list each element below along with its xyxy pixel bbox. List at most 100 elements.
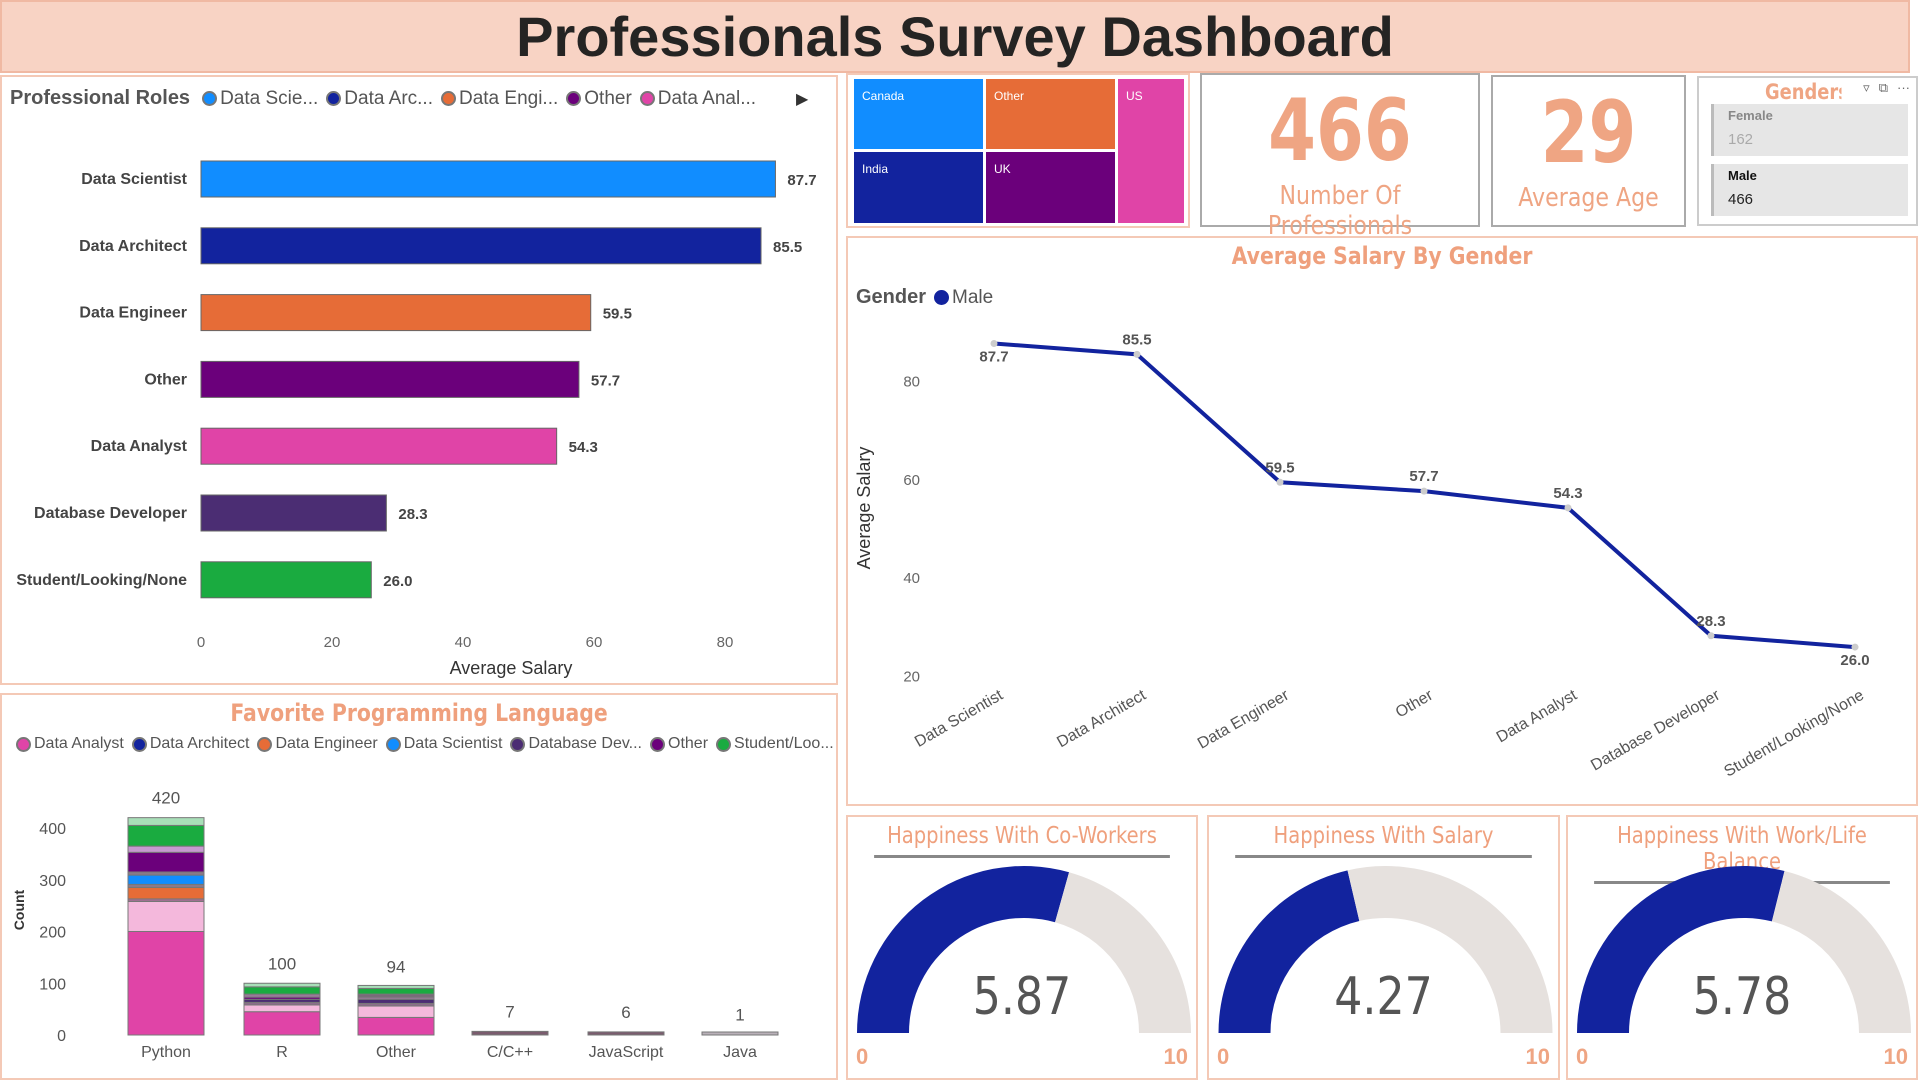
gauge-max: 10: [1163, 1044, 1188, 1069]
y-tick-label: 60: [903, 472, 920, 489]
slicer-item-male[interactable]: Male 466: [1711, 164, 1908, 216]
gauge-arc: [1577, 866, 1911, 1033]
more-options-icon[interactable]: ···: [1897, 80, 1910, 95]
y-tick-label: 400: [39, 821, 66, 838]
gauge-value: 5.87: [972, 967, 1072, 1027]
total-label: 7: [505, 1002, 514, 1021]
language-legend-item[interactable]: Database Dev...: [528, 735, 642, 752]
bar-segment[interactable]: [127, 931, 205, 1036]
x-axis-title: Average Salary: [450, 658, 573, 678]
slicer-item-female[interactable]: Female 162: [1711, 104, 1908, 156]
bar[interactable]: [200, 494, 387, 532]
language-legend-item[interactable]: Data Engineer: [275, 735, 378, 752]
bar[interactable]: [200, 561, 372, 599]
slicer-item-value: 162: [1728, 131, 1754, 148]
bar-segment[interactable]: [243, 982, 321, 988]
focus-mode-icon[interactable]: ⧉: [1878, 80, 1888, 95]
x-tick-label: 60: [586, 634, 603, 651]
data-label: 54.3: [1553, 485, 1582, 502]
bar-segment[interactable]: [127, 887, 205, 900]
roles-legend-item[interactable]: Other: [584, 87, 632, 109]
data-label: 59.5: [1265, 459, 1294, 476]
total-label: 6: [621, 1003, 630, 1022]
gauge-panel: Happiness With Work/Life Balance 5.78 0 10: [1566, 815, 1918, 1080]
bar-segment[interactable]: [243, 1011, 321, 1036]
category-label: Data Architect: [79, 238, 188, 255]
legend-dot: [131, 736, 147, 752]
data-label: 54.3: [569, 439, 598, 456]
language-legend-item[interactable]: Data Analyst: [34, 735, 124, 752]
roles-legend-item[interactable]: Data Engi...: [458, 87, 559, 109]
average-age-card: 29 Average Age: [1491, 75, 1686, 227]
bar-segment[interactable]: [357, 1016, 435, 1036]
data-point[interactable]: [1420, 487, 1428, 495]
bar-segment[interactable]: [357, 1005, 435, 1018]
bar-segment[interactable]: [127, 900, 205, 932]
roles-legend: Professional Roles Data Scie... Data Arc.…: [10, 87, 808, 110]
bar[interactable]: [200, 160, 776, 198]
gauge-track: [1347, 866, 1553, 1033]
legend-next-icon[interactable]: ▶: [796, 90, 809, 108]
legend-dot: [440, 91, 456, 106]
language-legend-item[interactable]: Other: [668, 735, 709, 752]
y-tick-label: 20: [903, 669, 920, 686]
data-point[interactable]: [1707, 632, 1715, 640]
bar-segment[interactable]: [127, 845, 205, 853]
bar-segment[interactable]: [127, 824, 205, 847]
data-point[interactable]: [1564, 504, 1572, 512]
gauge-value: 4.27: [1334, 967, 1433, 1027]
bar[interactable]: [200, 427, 558, 465]
data-point[interactable]: [1133, 350, 1141, 358]
x-category-label: R: [276, 1044, 288, 1061]
bar-segment[interactable]: [243, 1004, 321, 1013]
roles-legend-item[interactable]: Data Scie...: [220, 87, 319, 109]
legend-dot: [257, 736, 273, 752]
bar[interactable]: [200, 227, 762, 265]
treemap-tile-us[interactable]: US: [1118, 79, 1184, 223]
gauge-panel: Happiness With Co-Workers 5.87 0 10: [846, 815, 1198, 1080]
language-legend-item[interactable]: Student/Loo...: [734, 735, 834, 752]
data-point[interactable]: [990, 340, 998, 348]
slicer-item-value: 466: [1728, 191, 1754, 208]
dashboard-title-bar: Professionals Survey Dashboard: [0, 0, 1910, 73]
gauge-min: 0: [856, 1044, 869, 1069]
roles-legend-item[interactable]: Data Arc...: [344, 87, 433, 109]
y-tick-label: 40: [903, 570, 920, 587]
legend-dot: [510, 736, 526, 752]
treemap-tile-other[interactable]: Other: [986, 79, 1115, 149]
bar-segment[interactable]: [587, 1031, 665, 1036]
language-chart-title: Favorite Programming Language: [230, 699, 608, 727]
language-legend-item[interactable]: Data Architect: [149, 735, 250, 752]
country-treemap: Canada Other US India UK: [846, 73, 1190, 228]
treemap-tile-canada[interactable]: Canada: [854, 79, 983, 149]
bar[interactable]: [200, 360, 580, 398]
y-tick-label: 200: [39, 925, 66, 942]
data-point[interactable]: [1276, 478, 1284, 486]
x-category-label: Other: [376, 1044, 417, 1061]
bar-segment[interactable]: [471, 1030, 549, 1036]
bar-segment[interactable]: [357, 987, 435, 995]
data-label: 28.3: [398, 506, 427, 523]
roles-legend-item[interactable]: Data Anal...: [657, 87, 757, 109]
average-age-value: 29: [1540, 83, 1637, 183]
professionals-count-value: 466: [1268, 81, 1412, 181]
filter-icon[interactable]: ▿: [1863, 80, 1870, 95]
bar-segment[interactable]: [701, 1031, 779, 1036]
professional-roles-panel: Professional Roles Data Scie... Data Arc.…: [0, 75, 838, 685]
bar-segment[interactable]: [357, 998, 435, 1004]
bar-segment[interactable]: [127, 851, 205, 873]
bar-segment[interactable]: [127, 817, 205, 826]
gauge-fill: [1577, 866, 1785, 1033]
x-category-label: Other: [1393, 686, 1437, 721]
language-legend-item[interactable]: Data Scientist: [403, 735, 503, 752]
bar-segment[interactable]: [357, 984, 435, 989]
bar[interactable]: [200, 294, 592, 332]
data-point[interactable]: [1851, 643, 1859, 651]
bar-segment[interactable]: [127, 874, 205, 885]
category-label: Data Scientist: [81, 171, 187, 188]
treemap-tile-uk[interactable]: UK: [986, 152, 1115, 223]
treemap-tile-india[interactable]: India: [854, 152, 983, 223]
category-label: Data Engineer: [79, 305, 187, 322]
bar-segment[interactable]: [243, 986, 321, 995]
salary-by-gender-panel: Average Salary By Gender Gender Male 20 4…: [846, 236, 1918, 806]
